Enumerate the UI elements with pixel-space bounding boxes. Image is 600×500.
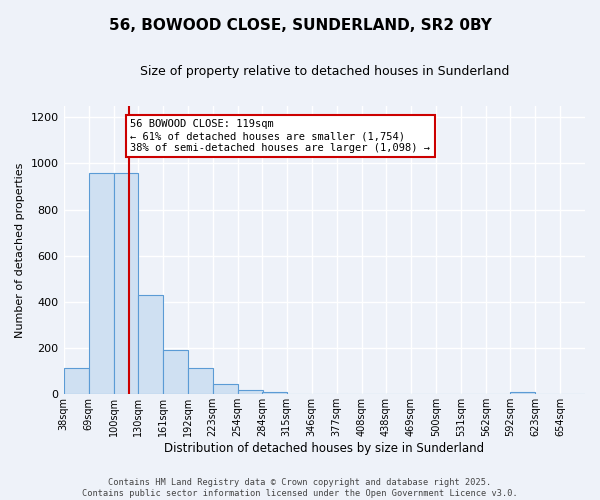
Y-axis label: Number of detached properties: Number of detached properties [15, 162, 25, 338]
X-axis label: Distribution of detached houses by size in Sunderland: Distribution of detached houses by size … [164, 442, 484, 455]
Bar [188, 368, 212, 394]
Bar [64, 368, 89, 394]
Bar [137, 295, 163, 394]
Text: 56 BOWOOD CLOSE: 119sqm
← 61% of detached houses are smaller (1,754)
38% of semi: 56 BOWOOD CLOSE: 119sqm ← 61% of detache… [130, 120, 430, 152]
Bar [262, 392, 287, 394]
Bar [238, 390, 263, 394]
Bar [113, 172, 139, 394]
Bar [89, 172, 113, 394]
Text: Contains HM Land Registry data © Crown copyright and database right 2025.
Contai: Contains HM Land Registry data © Crown c… [82, 478, 518, 498]
Text: 56, BOWOOD CLOSE, SUNDERLAND, SR2 0BY: 56, BOWOOD CLOSE, SUNDERLAND, SR2 0BY [109, 18, 491, 32]
Bar [510, 392, 535, 394]
Title: Size of property relative to detached houses in Sunderland: Size of property relative to detached ho… [140, 65, 509, 78]
Bar [163, 350, 188, 395]
Bar [212, 384, 238, 394]
